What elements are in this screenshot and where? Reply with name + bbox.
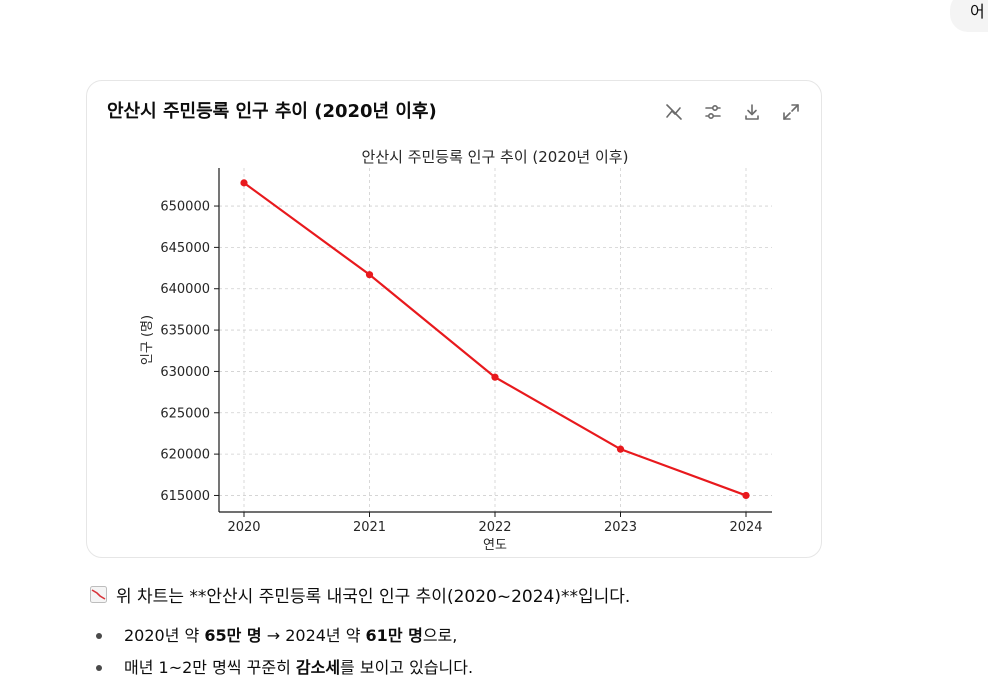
download-icon xyxy=(744,103,759,120)
series-layer xyxy=(240,179,750,500)
expand-icon xyxy=(782,103,799,120)
data-point xyxy=(491,373,499,381)
chart-card: 안산시 주민등록 인구 추이 (2020년 이후) 안산시 주민등록 인구 추이… xyxy=(86,80,822,558)
y-tick-label: 650000 xyxy=(160,200,210,215)
assistant-message-line: 위 차트는 **안산시 주민등록 내국인 인구 추이(2020~2024)**입… xyxy=(90,582,630,607)
chart-settings-button[interactable] xyxy=(700,99,725,124)
assistant-message-text: 위 차트는 **안산시 주민등록 내국인 인구 추이(2020~2024)**입… xyxy=(116,587,631,607)
y-tick-label: 635000 xyxy=(160,324,210,339)
expand-button[interactable] xyxy=(778,99,803,124)
tick-layer: 615000 620000 625000 630000 635000 640000 6450… xyxy=(160,200,762,535)
data-point xyxy=(240,179,248,187)
y-tick-label: 615000 xyxy=(160,489,210,504)
x-axis-label: 연도 xyxy=(483,538,507,553)
summary-bullet-list: 2020년 약 65만 명 → 2024년 약 61만 명으로, 매년 1~2만… xyxy=(92,620,473,684)
y-tick-label: 645000 xyxy=(160,241,210,256)
hide-labels-icon xyxy=(665,103,682,120)
y-tick-label: 620000 xyxy=(160,448,210,463)
data-point xyxy=(616,445,625,453)
x-tick-label: 2022 xyxy=(478,520,511,535)
x-tick-label: 2020 xyxy=(227,520,260,535)
y-axis-label: 인구 (명) xyxy=(140,315,155,365)
download-button[interactable] xyxy=(739,99,764,124)
settings-sliders-icon xyxy=(704,104,721,119)
line-chart: 안산시 주민등록 인구 추이 (2020년 이후) 615000 620000 62… xyxy=(140,148,772,553)
hide-labels-button[interactable] xyxy=(661,99,686,124)
chart-decreasing-icon xyxy=(90,586,107,603)
x-tick-label: 2024 xyxy=(729,520,762,535)
data-point xyxy=(365,271,374,279)
x-tick-label: 2023 xyxy=(604,520,637,535)
chart-toolbar xyxy=(661,99,803,124)
y-tick-label: 630000 xyxy=(160,365,210,380)
bullet-item: 2020년 약 65만 명 → 2024년 약 61만 명으로, xyxy=(92,620,473,652)
y-tick-label: 625000 xyxy=(160,406,210,421)
y-tick-label: 640000 xyxy=(160,282,210,297)
data-point xyxy=(742,491,750,500)
user-message-bubble: 어 xyxy=(950,0,988,32)
chart-title: 안산시 주민등록 인구 추이 (2020년 이후) xyxy=(362,148,629,166)
bullet-item: 매년 1~2만 명씩 꾸준히 감소세를 보이고 있습니다. xyxy=(92,652,473,684)
x-tick-label: 2021 xyxy=(353,520,386,535)
card-title: 안산시 주민등록 인구 추이 (2020년 이후) xyxy=(107,101,437,122)
user-message-text: 어 xyxy=(970,2,985,21)
grid-layer xyxy=(219,168,772,512)
